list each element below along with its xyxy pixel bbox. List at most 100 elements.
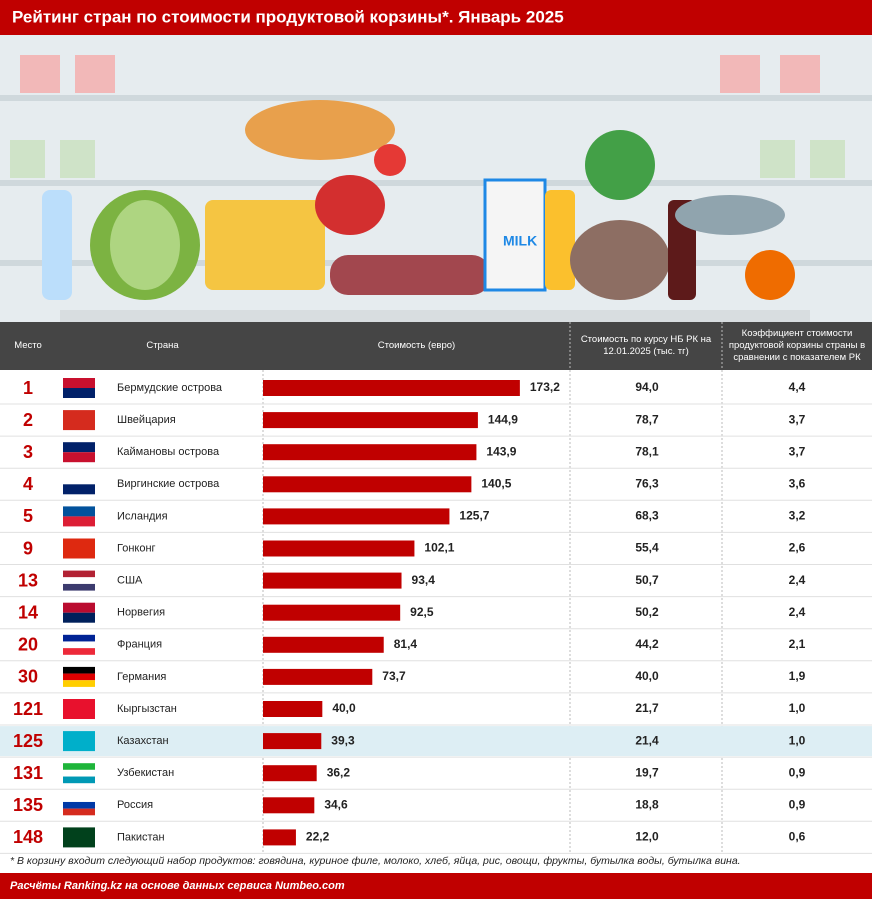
bar [263, 540, 415, 557]
rank: 5 [23, 506, 33, 526]
value-label: 144,9 [488, 412, 518, 426]
value-label: 102,1 [424, 541, 454, 555]
rank: 14 [18, 602, 38, 622]
rank: 125 [13, 731, 43, 751]
value-label: 40,0 [332, 701, 356, 715]
flag [63, 648, 95, 655]
cost-tenge: 18,8 [635, 797, 659, 811]
cost-tenge: 50,7 [635, 573, 659, 587]
header-cell: Стоимость по курсу НБ РК на 12.01.2025 (… [580, 334, 712, 357]
flag [63, 452, 95, 463]
country: Исландия [117, 510, 168, 522]
value-label: 34,6 [324, 797, 348, 811]
cost-tenge: 78,1 [635, 444, 659, 458]
flag [63, 634, 95, 642]
bar [263, 476, 472, 493]
country: Пакистан [117, 831, 165, 843]
flag [63, 612, 95, 623]
value-label: 92,5 [410, 605, 434, 619]
flag [63, 388, 95, 398]
flag [63, 506, 95, 517]
rank: 1 [23, 378, 33, 398]
bar [263, 797, 315, 814]
cost-tenge: 19,7 [635, 765, 659, 779]
footnote: * В корзину входит следующий набор проду… [10, 855, 741, 867]
bar [263, 765, 317, 782]
country: Бермудские острова [117, 382, 223, 394]
bar [263, 604, 401, 621]
ratio: 1,0 [789, 733, 806, 747]
value-label: 81,4 [394, 637, 418, 651]
ratio: 4,4 [789, 380, 806, 394]
ratio: 2,1 [789, 637, 806, 651]
rank: 4 [23, 474, 33, 494]
title: Рейтинг стран по стоимости продуктовой к… [12, 7, 564, 26]
country: США [117, 575, 143, 587]
bar [263, 380, 520, 396]
flag [63, 795, 95, 802]
flag [63, 731, 95, 752]
flag [63, 538, 95, 559]
cost-tenge: 68,3 [635, 509, 659, 523]
value-label: 36,2 [327, 765, 351, 779]
flag [63, 763, 95, 770]
value-label: 73,7 [382, 669, 406, 683]
cost-tenge: 40,0 [635, 669, 659, 683]
value-label: 173,2 [530, 380, 560, 394]
ratio: 0,9 [789, 765, 806, 779]
ratio: 0,6 [789, 830, 806, 844]
country: Россия [117, 799, 153, 811]
header-cell: Коэффициент стоимости продуктовой корзин… [728, 328, 866, 363]
header-cell: Место [14, 340, 42, 351]
rank: 121 [13, 699, 43, 719]
title-bar [0, 0, 872, 35]
cost-tenge: 21,7 [635, 701, 659, 715]
cost-tenge: 21,4 [635, 733, 659, 747]
bar [263, 508, 450, 525]
bar [263, 668, 373, 685]
country: Узбекистан [117, 767, 174, 779]
bar [263, 444, 477, 461]
svg-text:MILK: MILK [503, 233, 537, 249]
cost-tenge: 78,7 [635, 412, 659, 426]
ratio: 3,7 [789, 444, 806, 458]
value-label: 143,9 [486, 444, 516, 458]
flag [63, 484, 95, 495]
flag [63, 769, 95, 777]
country: Казахстан [117, 735, 169, 747]
header-cell: Страна [146, 340, 179, 351]
country: Кыргызстан [117, 703, 177, 715]
cost-tenge: 55,4 [635, 541, 659, 555]
rank: 3 [23, 442, 33, 462]
bar [263, 829, 296, 846]
flag [63, 699, 95, 719]
flag [63, 516, 95, 527]
rank: 13 [18, 570, 38, 590]
cost-tenge: 12,0 [635, 830, 659, 844]
flag [63, 583, 95, 591]
country: Германия [117, 671, 166, 683]
flag [63, 827, 95, 848]
ratio: 2,4 [789, 573, 806, 587]
illustration: MILK [0, 35, 872, 322]
value-label: 125,7 [459, 509, 489, 523]
value-label: 93,4 [412, 573, 436, 587]
ratio: 1,9 [789, 669, 806, 683]
rank: 148 [13, 827, 43, 847]
flag [63, 474, 95, 485]
source: Расчёты Ranking.kz на основе данных серв… [10, 880, 345, 892]
flag [63, 602, 95, 613]
flag [63, 378, 95, 388]
ratio: 3,7 [789, 412, 806, 426]
ratio: 2,4 [789, 605, 806, 619]
flag [63, 680, 95, 687]
row-highlight [0, 726, 872, 757]
country: Виргинские острова [117, 478, 220, 490]
bar [263, 701, 323, 717]
flag [63, 577, 95, 584]
flag [63, 801, 95, 809]
footer-bar [0, 873, 872, 899]
cost-tenge: 44,2 [635, 637, 659, 651]
